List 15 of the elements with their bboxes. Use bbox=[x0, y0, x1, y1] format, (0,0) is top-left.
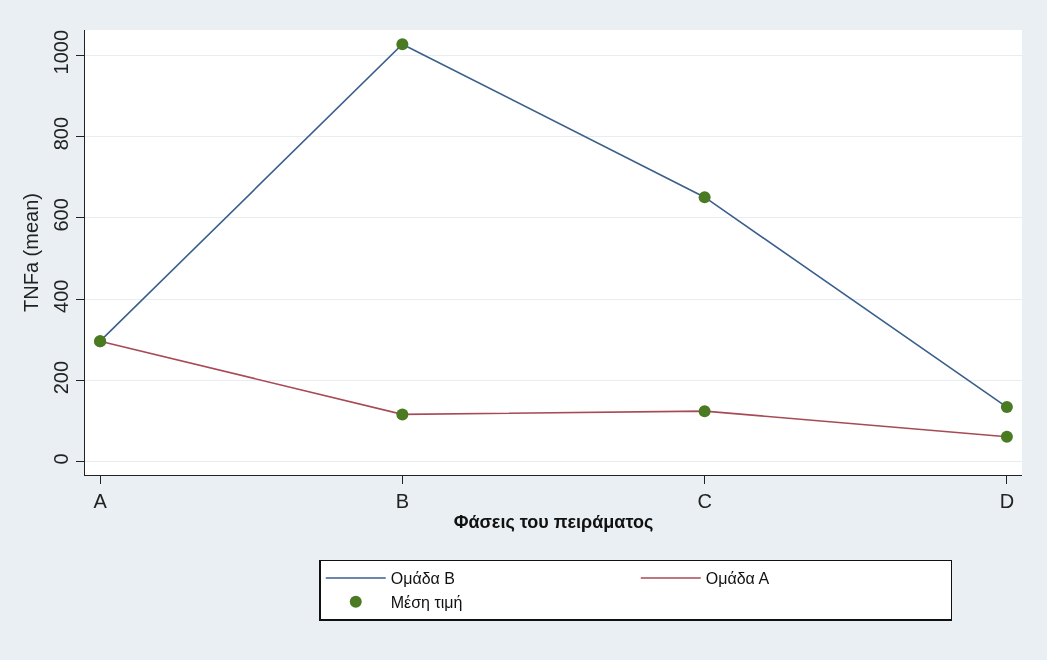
x-tick-label: D bbox=[999, 490, 1015, 512]
y-tick-label: 400 bbox=[50, 279, 72, 313]
x-axis-title: Φάσεις του πειράματος bbox=[453, 512, 654, 533]
y-axis-title: TNFa (mean) bbox=[19, 193, 42, 312]
x-tick-label: A bbox=[93, 490, 108, 512]
legend-label: Μέση τιμή bbox=[390, 593, 463, 611]
legend-label: Ομάδα Β bbox=[390, 570, 455, 588]
y-tick-label: 200 bbox=[50, 360, 72, 395]
x-tick-label: C bbox=[697, 490, 712, 512]
x-tick-label: B bbox=[395, 490, 410, 512]
y-tick-label: 800 bbox=[50, 116, 72, 151]
y-tick-label: 0 bbox=[50, 453, 72, 465]
y-tick-label: 600 bbox=[50, 198, 72, 232]
legend-label: Ομάδα Α bbox=[705, 570, 770, 588]
y-tick-label: 1000 bbox=[50, 29, 72, 75]
